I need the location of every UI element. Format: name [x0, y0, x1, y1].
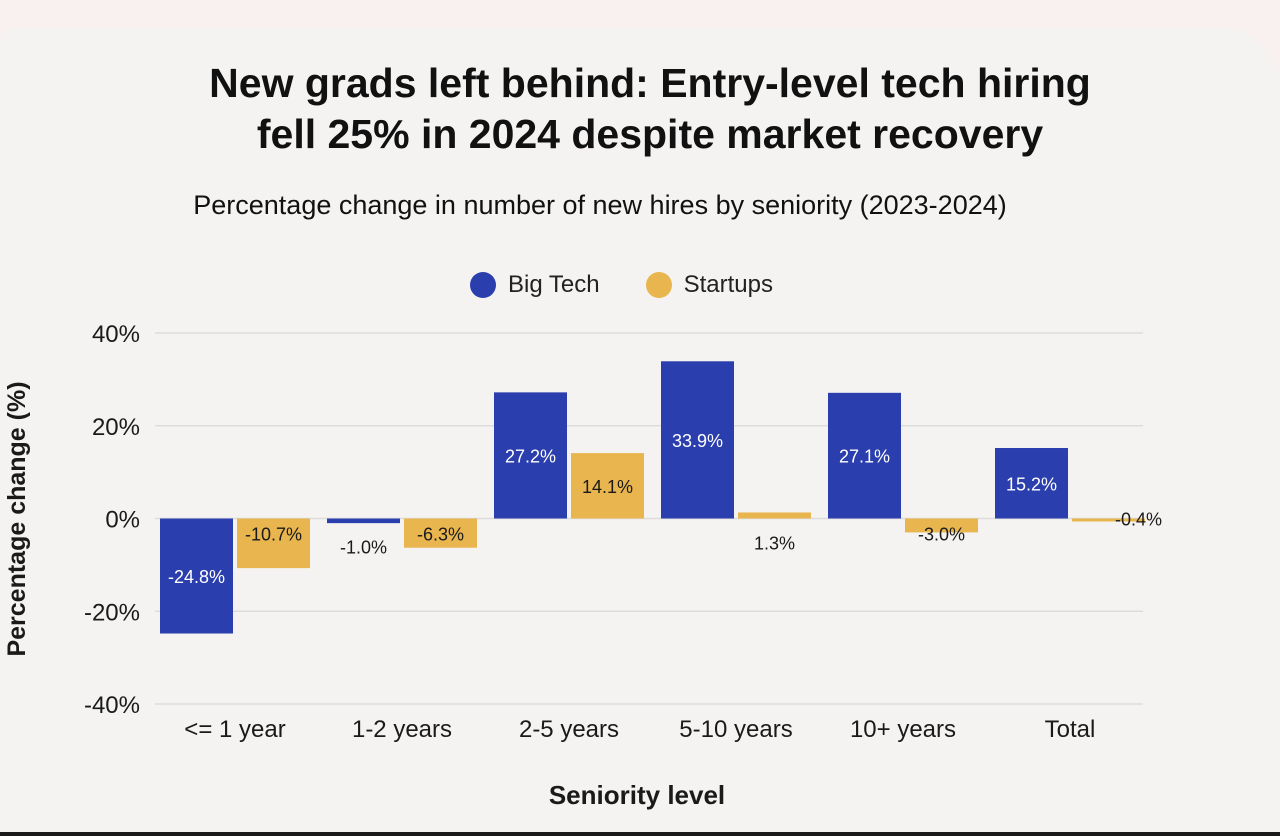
- data-label-big-tech: 27.1%: [839, 447, 890, 467]
- x-tick-label: 5-10 years: [679, 716, 792, 743]
- chart-title-line-2: fell 25% in 2024 despite market recovery: [256, 111, 1044, 157]
- bar-big-tech: [160, 518, 233, 634]
- legend-item-startups: Startups: [645, 271, 774, 299]
- chart-title: New grads left behind: Entry-level tech …: [60, 58, 1240, 160]
- data-label-big-tech: -24.8%: [168, 567, 225, 587]
- legend-swatch-startups: [645, 272, 672, 298]
- x-tick-label: 2-5 years: [519, 716, 619, 743]
- data-label-big-tech: -1.0%: [340, 538, 387, 558]
- legend-label-big-tech: Big Tech: [508, 271, 600, 298]
- data-label-big-tech: 15.2%: [1006, 474, 1057, 494]
- data-label-startups: -10.7%: [245, 525, 302, 545]
- bar-big-tech: [661, 361, 734, 519]
- chart-title-line-1: New grads left behind: Entry-level tech …: [209, 60, 1091, 106]
- x-tick-label: Total: [1045, 716, 1096, 743]
- y-tick-label: 40%: [92, 321, 140, 348]
- bar-startups: [905, 518, 978, 533]
- legend-swatch-big-tech: [470, 272, 496, 298]
- x-tick-label: 1-2 years: [352, 716, 452, 743]
- data-label-startups: -0.4%: [1115, 510, 1162, 530]
- legend-label-startups: Startups: [683, 271, 774, 298]
- bar-startups: [404, 518, 477, 548]
- y-tick-label: 0%: [105, 507, 140, 534]
- chart-card: [0, 28, 1280, 836]
- legend-item-big-tech: Big Tech: [470, 271, 600, 299]
- data-label-startups: -3.0%: [918, 525, 965, 545]
- bar-startups: [237, 518, 310, 569]
- y-tick-label: -20%: [84, 599, 140, 626]
- bar-startups: [738, 512, 811, 519]
- x-tick-label: 10+ years: [850, 716, 956, 743]
- data-label-startups: -6.3%: [417, 525, 464, 545]
- chart-legend: Big Tech Startups: [470, 268, 819, 302]
- bar-big-tech: [327, 518, 400, 524]
- data-label-big-tech: 27.2%: [505, 446, 556, 466]
- bar-startups: [571, 453, 644, 519]
- bar-big-tech: [828, 392, 901, 519]
- bar-big-tech: [995, 448, 1068, 519]
- data-label-startups: 14.1%: [582, 477, 633, 497]
- y-axis-title: Percentage change (%): [3, 381, 31, 656]
- bottom-border: [0, 832, 1280, 836]
- chart-subtitle: Percentage change in number of new hires…: [193, 190, 1007, 220]
- x-tick-label: <= 1 year: [184, 716, 285, 743]
- y-tick-label: 20%: [92, 414, 140, 441]
- x-axis-title: Seniority level: [549, 780, 725, 810]
- bar-startups: [1072, 518, 1145, 522]
- bar-big-tech: [494, 392, 567, 519]
- y-tick-label: -40%: [84, 692, 140, 719]
- data-label-startups: 1.3%: [754, 534, 795, 554]
- data-label-big-tech: 33.9%: [672, 431, 723, 451]
